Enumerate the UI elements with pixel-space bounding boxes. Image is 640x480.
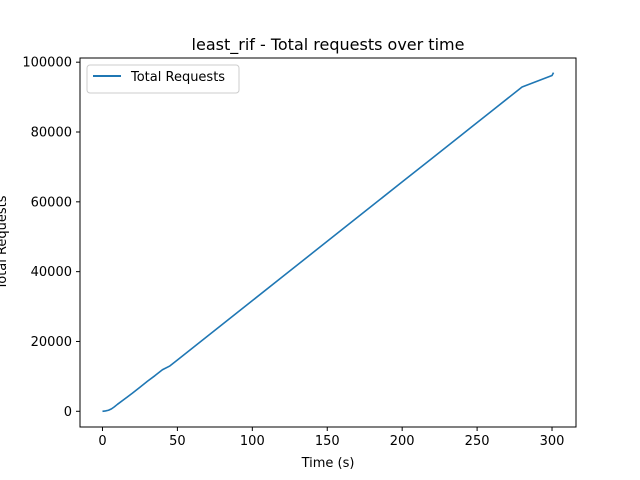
x-axis-label: Time (s) (301, 456, 355, 471)
y-axis-label: Total Requests (0, 195, 10, 290)
y-tick-label: 40000 (31, 265, 72, 280)
y-tick-label: 60000 (31, 195, 72, 210)
x-tick-label: 50 (169, 434, 186, 449)
x-tick-label: 200 (390, 434, 415, 449)
x-tick-label: 150 (315, 434, 340, 449)
plot-frame (79, 57, 577, 428)
legend: Total Requests (86, 64, 240, 94)
chart-title: least_rif - Total requests over time (192, 35, 465, 55)
legend-box (86, 64, 240, 94)
x-tick-label: 100 (240, 434, 265, 449)
y-tick-label: 80000 (31, 126, 72, 141)
x-tick-label: 300 (540, 434, 565, 449)
x-tick-label: 250 (465, 434, 490, 449)
y-tick-label: 100000 (22, 56, 72, 71)
x-tick-label: 0 (98, 434, 106, 449)
axis-ticks: 0 50 100 150 200 250 300 0 20000 40000 60000 80000 1… (22, 56, 564, 449)
plot-area (102, 72, 555, 413)
legend-label: Total Requests (130, 70, 225, 85)
series-line (102, 72, 555, 413)
y-tick-label: 20000 (31, 335, 72, 350)
y-tick-label: 0 (64, 405, 72, 420)
